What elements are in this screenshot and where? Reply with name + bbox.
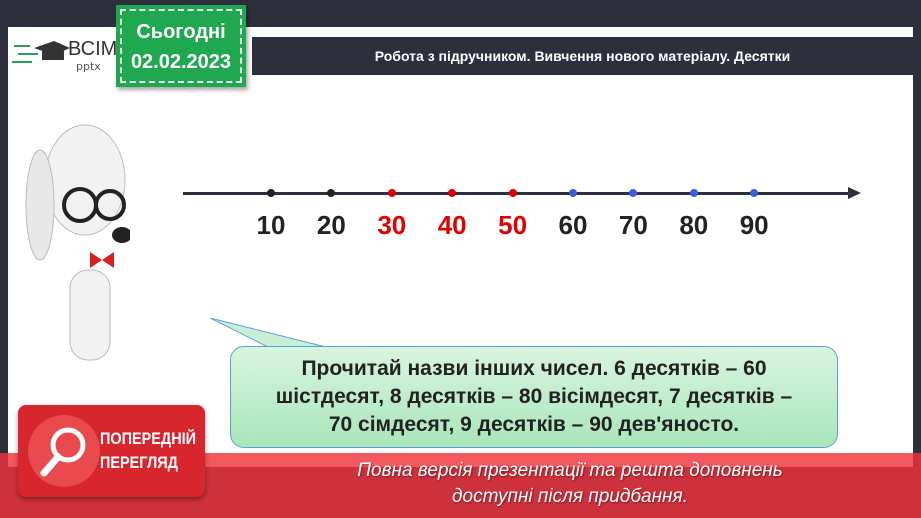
tick-dot: [387, 189, 396, 197]
tick-label: 50: [498, 210, 528, 240]
tick-dot: [569, 189, 577, 197]
tick-label: 70: [618, 210, 648, 240]
tick-dot: [629, 189, 638, 197]
purchase-notice: Повна версія презентації та решта доповн…: [357, 460, 783, 507]
logo: ВСІМ pptx: [10, 36, 120, 76]
arrow-head-icon: [848, 187, 861, 199]
graduation-cap-icon: [12, 41, 70, 63]
tick-dot: [267, 189, 275, 197]
preview-badge: ПОПЕРЕДНІЙ ПЕРЕГЛЯД: [18, 405, 205, 497]
date-badge: Сьогодні 02.02.2023: [116, 5, 246, 87]
date-label: Сьогодні: [136, 21, 226, 43]
tick-dot: [750, 189, 759, 197]
tick-label: 30: [377, 210, 407, 240]
tick-dot: [689, 189, 698, 197]
magnifier-icon: [28, 415, 100, 487]
speech-bubble: Прочитай назви інших чисел. 6 десятків –…: [230, 346, 838, 448]
tick-label: 20: [316, 210, 346, 240]
dog-illustration: [25, 124, 130, 361]
number-line: [183, 192, 853, 195]
slide-title: Робота з підручником. Вивчення нового ма…: [252, 37, 913, 75]
tick-label: 80: [679, 210, 709, 240]
tick-label: 60: [558, 210, 588, 240]
tick-dot: [327, 189, 336, 197]
tick-label: 90: [739, 210, 769, 240]
tick-label: 10: [256, 210, 286, 240]
tick-label: 40: [437, 210, 467, 240]
tick-dot: [448, 189, 457, 197]
tick-dot: [508, 189, 517, 197]
date-value: 02.02.2023: [130, 51, 232, 73]
